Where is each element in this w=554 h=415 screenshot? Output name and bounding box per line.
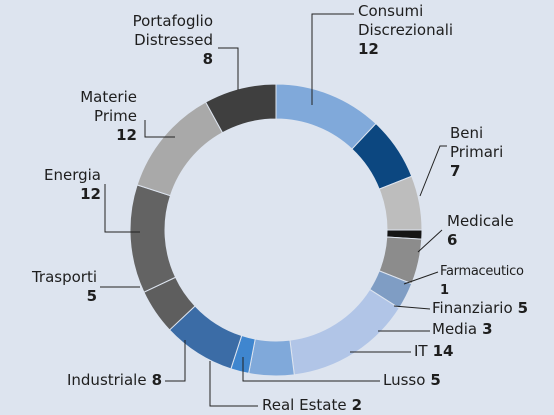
value-label: 8 — [202, 50, 213, 68]
value-label: 5 — [430, 371, 441, 389]
donut-segment — [289, 288, 400, 376]
value-label: 5 — [517, 299, 529, 317]
category-name: Media — [432, 320, 478, 338]
segment-label: Beni Primari 7 — [450, 124, 510, 181]
category-name: Portafoglio Distressed — [132, 12, 213, 49]
leader-line — [165, 340, 186, 382]
leader-line — [144, 120, 175, 138]
category-name: Medicale — [447, 212, 514, 230]
value-label: 5 — [86, 287, 97, 305]
category-name: Energia — [44, 166, 101, 184]
segment-label: Medicale 6 — [447, 212, 554, 250]
category-name: Consumi Discrezionali — [358, 2, 454, 39]
category-name: Industriale — [66, 371, 147, 389]
category-name: Finanziario — [432, 299, 513, 317]
leader-line — [393, 305, 431, 310]
leader-line — [419, 145, 447, 197]
category-name: Farmaceutico — [440, 264, 524, 279]
segment-label: Farmaceutico 1 — [440, 262, 554, 300]
leader-line — [311, 13, 354, 105]
value-label: 8 — [151, 371, 162, 389]
leader-line — [104, 184, 140, 233]
segment-label: Lusso 5 — [383, 371, 503, 390]
value-label: 7 — [450, 162, 461, 180]
segment-label: Materie Prime 12 — [40, 88, 137, 145]
value-label: 1 — [440, 283, 449, 298]
segment-label: Portafoglio Distressed 8 — [100, 12, 213, 69]
donut-segment — [136, 101, 224, 197]
value-label: 14 — [432, 342, 454, 360]
category-name: Real Estate — [262, 396, 347, 414]
category-name: Lusso — [383, 371, 426, 389]
category-name: Trasporti — [31, 268, 97, 286]
donut-segment — [129, 184, 177, 293]
leader-line — [403, 271, 439, 285]
donut-segment — [204, 83, 277, 134]
value-label: 12 — [80, 185, 101, 203]
segment-label: Real Estate 2 — [262, 396, 402, 415]
segment-label: Trasporti 5 — [0, 268, 97, 306]
leader-line — [242, 357, 380, 382]
value-label: 3 — [482, 320, 493, 338]
segment-label: Energia 12 — [0, 166, 101, 204]
segment-label: Consumi Discrezionali 12 — [358, 2, 478, 59]
leader-line — [209, 361, 258, 407]
category-name: Beni Primari — [450, 124, 504, 161]
segment-label: Finanziario 5 — [432, 299, 554, 318]
category-name: Materie Prime — [80, 88, 137, 125]
leader-line — [218, 47, 239, 90]
segment-label: Media 3 — [432, 320, 552, 339]
segment-label: Industriale 8 — [20, 371, 162, 390]
category-name: IT — [414, 342, 428, 360]
donut-segment — [248, 338, 295, 377]
segment-label: IT 14 — [414, 342, 534, 361]
value-label: 12 — [116, 126, 137, 144]
leader-line — [417, 229, 443, 253]
value-label: 12 — [358, 40, 379, 58]
value-label: 2 — [351, 396, 363, 414]
value-label: 6 — [447, 231, 458, 249]
